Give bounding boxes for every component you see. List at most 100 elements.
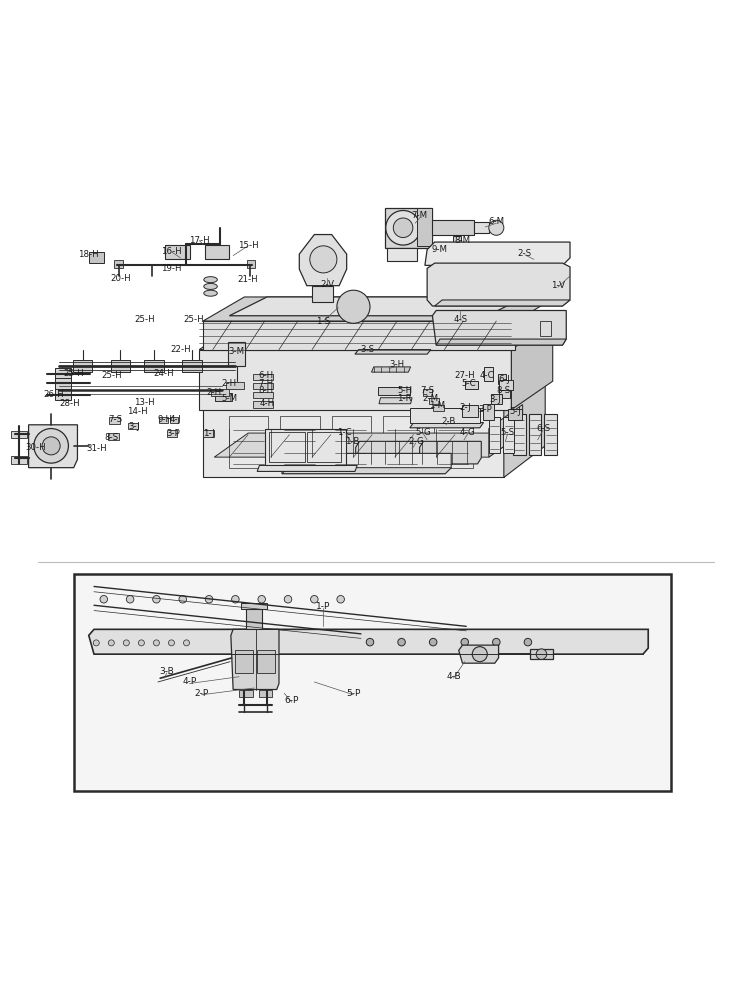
- Bar: [74, 574, 671, 791]
- Text: 2-J: 2-J: [459, 403, 471, 412]
- Text: 3-S: 3-S: [360, 345, 374, 354]
- Circle shape: [311, 596, 318, 603]
- Circle shape: [429, 638, 437, 646]
- Circle shape: [337, 596, 344, 603]
- Text: 5-H: 5-H: [397, 386, 412, 395]
- Polygon shape: [29, 425, 77, 468]
- Bar: [434, 416, 473, 468]
- Circle shape: [310, 246, 337, 273]
- Polygon shape: [530, 649, 553, 659]
- Text: 8-S: 8-S: [105, 433, 118, 442]
- Text: 26-H: 26-H: [44, 390, 65, 399]
- Polygon shape: [229, 297, 525, 316]
- Bar: [540, 321, 551, 336]
- Text: 1-C: 1-C: [337, 428, 352, 437]
- Circle shape: [386, 210, 420, 245]
- Polygon shape: [214, 433, 523, 457]
- Bar: [74, 574, 671, 791]
- Polygon shape: [489, 404, 523, 457]
- Circle shape: [489, 220, 504, 235]
- Bar: [499, 383, 510, 398]
- Bar: [167, 430, 177, 437]
- Text: 20-H: 20-H: [110, 274, 131, 283]
- Polygon shape: [417, 208, 432, 246]
- Bar: [55, 389, 71, 400]
- Circle shape: [398, 638, 405, 646]
- Bar: [378, 387, 410, 395]
- Text: 8-M: 8-M: [454, 236, 471, 245]
- Text: 1-S: 1-S: [317, 317, 330, 326]
- Polygon shape: [410, 423, 484, 428]
- Bar: [280, 416, 320, 468]
- Circle shape: [337, 290, 370, 323]
- Text: 4-G: 4-G: [460, 428, 475, 437]
- Text: 2-H: 2-H: [207, 388, 222, 397]
- Bar: [182, 360, 202, 372]
- Text: 3-B: 3-B: [159, 667, 174, 676]
- Bar: [483, 404, 494, 420]
- Text: 14-H: 14-H: [127, 407, 148, 416]
- Text: 2-M: 2-M: [423, 394, 439, 403]
- Bar: [114, 260, 123, 268]
- Circle shape: [179, 596, 186, 603]
- Text: 2-G: 2-G: [408, 437, 423, 446]
- Text: 3-J: 3-J: [489, 395, 501, 404]
- Bar: [55, 378, 71, 389]
- Text: 1-R: 1-R: [397, 394, 412, 403]
- Ellipse shape: [204, 283, 217, 289]
- Polygon shape: [231, 629, 279, 690]
- Text: 1-V: 1-V: [551, 281, 565, 290]
- Circle shape: [205, 596, 213, 603]
- Polygon shape: [199, 321, 553, 350]
- Text: 7-S: 7-S: [420, 386, 434, 395]
- Bar: [108, 433, 119, 440]
- Bar: [144, 360, 164, 372]
- Text: 21-H: 21-H: [238, 275, 259, 284]
- Circle shape: [461, 638, 468, 646]
- Text: 2-S: 2-S: [518, 249, 532, 258]
- Text: 13-H: 13-H: [134, 398, 155, 407]
- Polygon shape: [282, 453, 451, 474]
- Polygon shape: [203, 297, 556, 321]
- Bar: [513, 414, 526, 455]
- Polygon shape: [282, 468, 451, 474]
- Bar: [433, 405, 444, 411]
- Bar: [159, 417, 168, 423]
- Circle shape: [108, 640, 114, 646]
- Text: 6-S: 6-S: [536, 424, 550, 433]
- Bar: [544, 414, 557, 455]
- Text: 1-B: 1-B: [344, 437, 359, 446]
- Text: 2-P: 2-P: [195, 689, 208, 698]
- Text: 3-P: 3-P: [478, 405, 492, 414]
- Polygon shape: [371, 367, 411, 372]
- Text: 2-B: 2-B: [441, 417, 456, 426]
- Polygon shape: [203, 371, 545, 402]
- Text: 1-M: 1-M: [429, 401, 445, 410]
- Text: 4-S: 4-S: [454, 315, 468, 324]
- Text: 8-S: 8-S: [497, 386, 511, 395]
- Bar: [453, 236, 461, 242]
- Text: 25-H: 25-H: [134, 315, 155, 324]
- Text: 7-H: 7-H: [258, 379, 273, 388]
- Text: 5-C: 5-C: [461, 379, 476, 388]
- Bar: [205, 245, 229, 259]
- Text: 17-H: 17-H: [189, 236, 210, 245]
- Polygon shape: [387, 248, 417, 261]
- Text: 7-M: 7-M: [411, 211, 428, 220]
- Circle shape: [153, 640, 159, 646]
- Bar: [211, 389, 229, 396]
- Text: 5-G: 5-G: [416, 428, 431, 437]
- Text: 25-H: 25-H: [183, 315, 205, 324]
- Text: 3-J: 3-J: [128, 422, 140, 431]
- Bar: [423, 389, 432, 396]
- Bar: [11, 456, 27, 464]
- Circle shape: [232, 596, 239, 603]
- Polygon shape: [299, 235, 347, 286]
- Bar: [226, 382, 244, 389]
- Ellipse shape: [204, 277, 217, 283]
- Bar: [11, 431, 27, 438]
- Text: 2-H: 2-H: [222, 379, 237, 388]
- Text: 4-B: 4-B: [446, 672, 461, 681]
- Circle shape: [42, 437, 60, 455]
- Text: 9-M: 9-M: [432, 245, 448, 254]
